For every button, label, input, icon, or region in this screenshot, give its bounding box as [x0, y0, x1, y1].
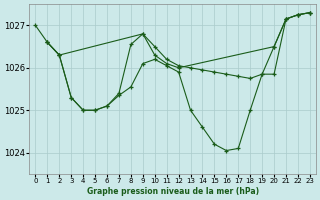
X-axis label: Graphe pression niveau de la mer (hPa): Graphe pression niveau de la mer (hPa) [87, 187, 259, 196]
